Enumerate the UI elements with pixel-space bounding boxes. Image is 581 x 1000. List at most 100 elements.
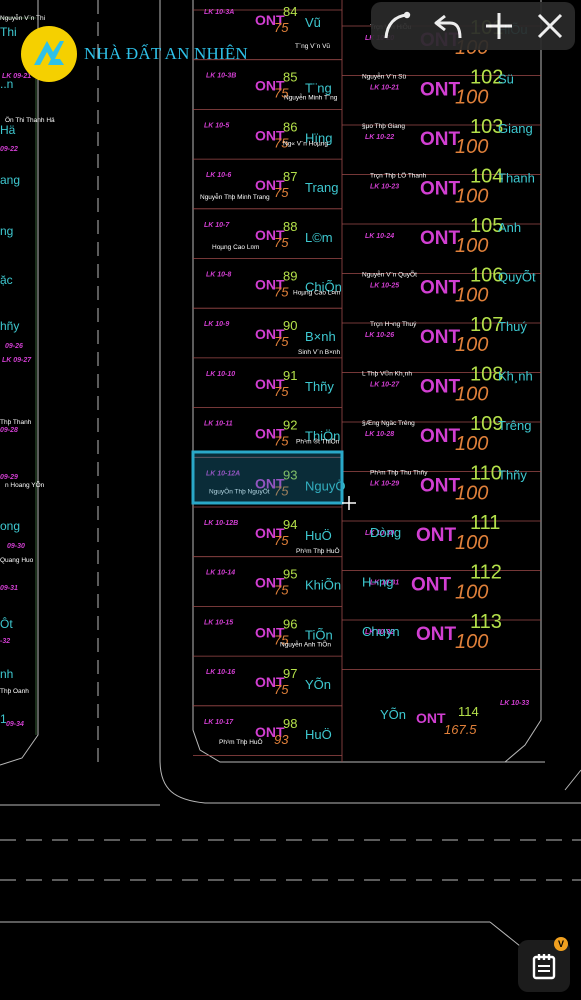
lot-number: 88 (283, 219, 297, 234)
owner-full-name: Sinh V¨n B×nh (298, 349, 340, 356)
lot-area: 75 (274, 235, 289, 250)
owner-full-name: Ph¹m Thþ HuÖ (296, 547, 340, 555)
owner-short-name: Hïng (305, 130, 332, 145)
lot-land-type: ONT (420, 278, 461, 299)
owner-short-name: TiÕn (305, 627, 333, 642)
lot-area: 100 (455, 631, 488, 653)
lot-land-type: ONT (255, 624, 285, 640)
lot-land-type: ONT (420, 327, 461, 348)
left-fragment-label: 1 (0, 712, 7, 726)
owner-full-name: Ph¹m Thþ HuÖ (219, 738, 263, 746)
notes-button[interactable]: V (518, 937, 570, 992)
owner-short-name: Tr­êng (498, 418, 531, 433)
left-fragment-label: Thþ Oanh (0, 688, 29, 695)
lot-land-type: ONT (255, 724, 285, 740)
brand-logo-icon (21, 26, 77, 82)
lot-area: 100 (455, 483, 488, 505)
lot-code: LK 10-3A (204, 9, 234, 16)
lot-area: 100 (455, 87, 488, 109)
right-lot-114[interactable]: LK 10-33 YÕn ONT 114 167.5 (380, 700, 529, 737)
left-fragment-label: ang (0, 173, 20, 187)
lot-land-type: ONT (255, 277, 285, 293)
owner-full-name: NguyÔn Thþ NguyÖt (209, 486, 270, 495)
lot-number: 110 (470, 463, 502, 485)
draw-curve-button[interactable] (377, 6, 417, 46)
lot-code: LK 10-11 (204, 421, 233, 428)
left-fragment-label: n Hoang YÕn (5, 480, 45, 489)
lot-area: 93 (274, 732, 289, 747)
owner-short-name: L©m (305, 230, 333, 245)
owner-full-name: Ng« V¨n Hoµng (283, 140, 328, 147)
left-fragment-label: 09-22 (0, 146, 18, 153)
owner-full-name: §µo Thþ Giang (362, 123, 405, 130)
close-button[interactable] (530, 6, 570, 46)
undo-button[interactable] (428, 6, 468, 46)
notepad-icon (532, 954, 556, 980)
lot-number: 112 (470, 562, 502, 584)
lot-code: LK 10-17 (204, 719, 234, 726)
lot-land-type: ONT (416, 624, 457, 645)
left-fragment-label: ặc (0, 273, 13, 287)
owner-full-name: §Æng Ngäc Tr­êng (362, 420, 415, 427)
lot-land-type: ONT (255, 227, 285, 243)
selected-lot-highlight[interactable] (191, 450, 344, 505)
brand-logo-text: NHÀ ĐẤT AN NHIÊN (84, 44, 248, 63)
right-block-lots: LK 10-20Trçn V¨n HiÕuONT101100HiÕuLK 10-… (362, 17, 536, 737)
owner-short-name: T¨ng (305, 81, 332, 96)
owner-short-name: Dòng (370, 525, 401, 540)
lot-code: LK 10-16 (206, 669, 235, 676)
owner-short-name: B×nh (305, 329, 336, 344)
lot-code: LK 10-6 (206, 172, 231, 179)
zoom-in-button[interactable] (479, 6, 519, 46)
lot-number: 96 (283, 616, 297, 631)
lot-land-type: ONT (420, 476, 461, 497)
lot-number: 86 (283, 119, 297, 134)
left-fragment-label: Thi (0, 25, 17, 39)
lot-number: 111 (470, 512, 500, 534)
lot-land-type: ONT (420, 426, 461, 447)
owner-short-name: Thñy (498, 468, 527, 483)
lot-area: 75 (274, 285, 289, 300)
lot-land-type: ONT (255, 426, 285, 442)
lot-number: 92 (283, 418, 297, 433)
lot-area: 100 (455, 334, 488, 356)
owner-short-name: Thuý (498, 319, 527, 334)
lot-land-type: ONT (255, 12, 285, 28)
left-fragment-label: LK 09-21 (2, 73, 31, 80)
lot-code: LK 10-22 (365, 134, 394, 141)
lot-number: 90 (283, 318, 297, 333)
lot-number: 85 (283, 70, 297, 85)
close-icon (537, 13, 562, 39)
brand-logo: NHÀ ĐẤT AN NHIÊN (20, 26, 248, 82)
lot-area: 75 (274, 682, 289, 697)
lot-number: 97 (283, 666, 297, 681)
